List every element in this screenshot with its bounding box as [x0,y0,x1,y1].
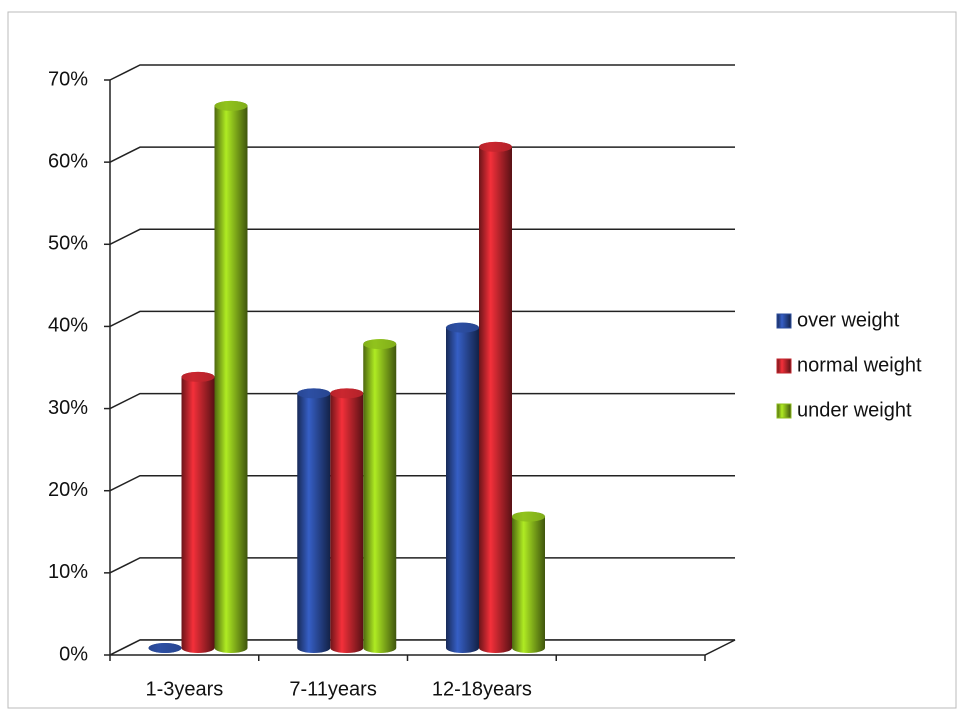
y-tick-label: 40% [48,315,88,337]
y-tick-label: 20% [48,479,88,501]
grid-line [109,474,735,492]
y-tick-label: 30% [48,397,88,419]
bar [363,339,397,653]
grid-line [109,228,735,245]
bar [181,371,215,653]
x-tick-label: 7-11years [289,678,376,700]
y-tick-label: 0% [59,643,88,665]
legend-label: over weight [797,309,900,331]
bar-top [181,371,215,382]
y-tick-label: 60% [48,150,88,172]
bar-top [297,388,331,399]
y-tick-label: 70% [48,68,88,90]
bar [446,322,479,653]
bar-top [479,141,512,152]
legend-swatch [776,313,792,329]
bar-top [330,388,364,399]
bar-top [214,100,248,111]
grid-line [109,146,735,163]
grid-line [109,310,735,328]
bar [297,388,331,653]
legend-swatch [776,403,792,419]
bar [330,388,364,653]
grid-line [109,64,735,81]
y-tick-label: 50% [48,233,88,255]
bar [214,100,248,653]
bar-top [446,322,479,333]
floor [109,639,736,656]
y-tick-label: 10% [48,561,88,583]
bar [479,141,512,653]
legend-label: normal weight [797,354,922,376]
bar-top [363,339,397,350]
legend-label: under weight [797,399,912,421]
bar-top [148,643,182,653]
legend-swatch [776,358,792,374]
bar-top [512,511,545,522]
x-tick-label: 1-3years [145,678,223,700]
grid-line [109,392,735,410]
bar [512,511,545,653]
x-tick-label: 12-18years [432,678,532,700]
